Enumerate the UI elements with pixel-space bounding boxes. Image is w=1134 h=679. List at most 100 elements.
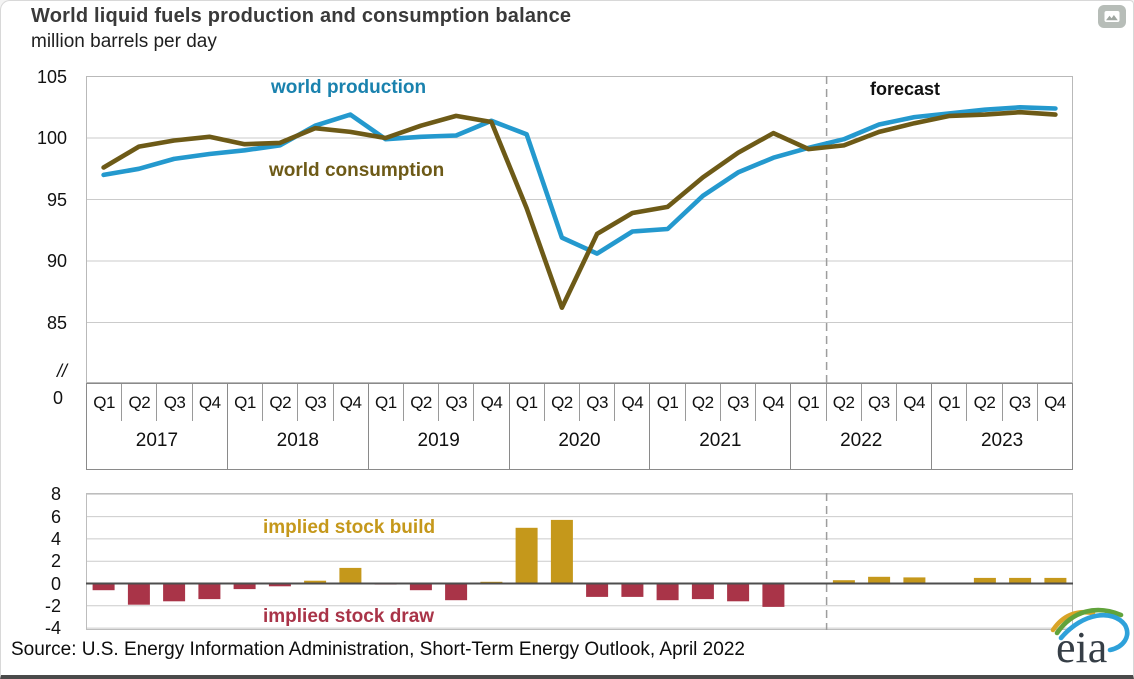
stock-build-bar [832, 580, 855, 584]
stock-build-bar [1044, 577, 1067, 584]
year-label: 2018 [276, 430, 319, 451]
quarter-label: Q1 [369, 384, 404, 421]
stock-build-bar [868, 576, 891, 584]
stock-draw-bar [691, 583, 714, 600]
quarter-label: Q2 [404, 384, 440, 421]
legend-implied-stock-draw: implied stock draw [263, 606, 435, 627]
quarter-label: Q4 [339, 392, 362, 412]
quarter-label: Q2 [686, 384, 721, 421]
year-group: Q1 Q2 Q3 Q4 2023 [932, 384, 1072, 469]
quarter-label: Q1 [791, 384, 827, 421]
stock-build-bar [304, 580, 327, 584]
year-label: 2022 [840, 430, 883, 451]
world-consumption-line [101, 109, 1058, 310]
stock-draw-bar [621, 583, 644, 597]
quarter-label: Q3 [157, 384, 193, 421]
y-axis-zero-label: 0 [52, 388, 63, 408]
quarter-label: Q2 [122, 384, 158, 421]
y-axis-break-mark: // [56, 361, 67, 381]
plot-border [86, 493, 1073, 630]
quarter-label: Q4 [198, 392, 221, 412]
quarter-label: Q3 [721, 384, 757, 421]
stock-draw-bar [656, 583, 679, 601]
stock-build-bar [550, 519, 573, 584]
year-group: Q1 Q2 Q3 Q4 2022 [791, 384, 933, 469]
quarter-label: Q4 [1044, 392, 1066, 412]
stock-draw-bar [762, 583, 785, 607]
plot-border [86, 76, 1073, 383]
quarter-label: Q1 [510, 384, 545, 421]
quarter-label: Q2 [827, 384, 862, 421]
y-tick-label: 90 [46, 251, 67, 271]
year-group: Q1 Q2 Q3 Q4 2020 [510, 384, 651, 469]
y-tick-label: 100 [36, 128, 67, 148]
year-label: 2017 [135, 430, 179, 451]
quarter-label: Q4 [762, 392, 785, 412]
stock-draw-bar [268, 583, 291, 587]
stock-build-bar [973, 577, 996, 584]
x-axis-band: Q1 Q2 Q3 Q4 2017 Q1 Q2 Q3 Q4 2018 Q1 Q2 Q3 Q4 2019 Q1 Q2… [86, 383, 1073, 470]
source-text: Source: U.S. Energy Information Administ… [11, 639, 745, 660]
quarter-label: Q4 [903, 392, 925, 412]
year-label: 2021 [699, 430, 742, 451]
stock-draw-bar [198, 583, 221, 600]
stock-build-bar [515, 527, 538, 584]
stock-draw-bar [233, 583, 256, 590]
stock-draw-bar [586, 583, 609, 597]
quarter-row: Q1 Q2 Q3 Q4 [510, 384, 650, 421]
quarter-label: Q2 [967, 384, 1003, 421]
stock-build-bar [339, 567, 362, 584]
quarter-label: Q3 [439, 384, 475, 421]
image-badge-icon[interactable] [1098, 5, 1126, 28]
y-tick-label: 95 [46, 189, 67, 210]
quarter-row: Q1 Q2 Q3 Q4 [87, 384, 227, 421]
year-label: 2020 [558, 430, 601, 451]
stock-draw-bar [92, 583, 115, 591]
year-label: 2023 [980, 430, 1024, 451]
quarter-label: Q2 [545, 384, 581, 421]
legend-implied-stock-build: implied stock build [263, 517, 436, 538]
quarter-label: Q4 [621, 392, 644, 412]
bar-chart-plot [86, 493, 1073, 630]
y-tick-label: 2 [50, 551, 61, 572]
world-production-line [101, 104, 1058, 256]
quarter-label: Q1 [228, 384, 264, 421]
line-chart-plot [86, 76, 1073, 383]
stock-draw-bar [409, 583, 432, 591]
year-group: Q1 Q2 Q3 Q4 2017 [87, 384, 228, 469]
quarter-label: Q1 [87, 384, 123, 421]
year-group: Q1 Q2 Q3 Q4 2021 [650, 384, 792, 469]
quarter-label: Q1 [932, 384, 968, 421]
stock-draw-bar [163, 583, 186, 602]
y-tick-label: 6 [50, 506, 61, 527]
legend-world-production: world production [271, 77, 427, 98]
year-group: Q1 Q2 Q3 Q4 2019 [369, 384, 510, 469]
eia-logo: eia [1047, 602, 1133, 672]
quarter-label: Q1 [650, 384, 686, 421]
eia-logo-blue-swoosh [1058, 612, 1130, 653]
stock-build-bar [1009, 577, 1032, 584]
y-tick-label: -4 [44, 618, 61, 639]
y-tick-label: 85 [46, 312, 67, 333]
stock-draw-bar [127, 583, 150, 605]
quarter-row: Q1 Q2 Q3 Q4 [369, 384, 509, 421]
quarter-row: Q1 Q2 Q3 Q4 [228, 384, 368, 421]
quarter-row: Q1 Q2 Q3 Q4 [650, 384, 790, 421]
quarter-row: Q1 Q2 Q3 Q4 [791, 384, 931, 421]
quarter-label: Q3 [298, 384, 334, 421]
year-label: 2019 [417, 430, 460, 451]
legend-world-consumption: world consumption [269, 160, 445, 181]
forecast-label: forecast [870, 79, 941, 99]
y-tick-label: 0 [50, 573, 61, 594]
page-subtitle: million barrels per day [31, 31, 217, 52]
y-tick-label: 105 [36, 66, 67, 87]
stock-build-bar [903, 577, 926, 584]
page-title: World liquid fuels production and consum… [31, 5, 572, 27]
quarter-label: Q3 [1003, 384, 1038, 421]
quarter-row: Q1 Q2 Q3 Q4 [932, 384, 1072, 421]
quarter-label: Q2 [263, 384, 299, 421]
y-tick-label: 8 [50, 484, 61, 505]
stock-draw-bar [727, 583, 750, 602]
eia-logo-text: eia [1056, 623, 1107, 670]
